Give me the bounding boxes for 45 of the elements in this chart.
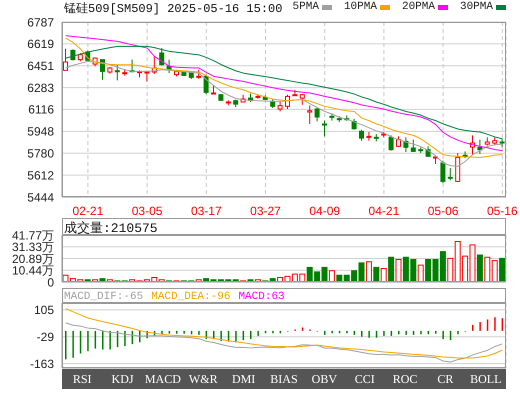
y-tick-label: -163: [30, 356, 54, 371]
text: ROC: [392, 371, 418, 388]
legend-label: 20PMA: [402, 1, 435, 13]
x-tick-label: 02-21: [72, 204, 104, 218]
text: MACD: [144, 371, 182, 388]
y-tick-label: -29: [36, 330, 54, 344]
y-tick-label: 5948: [27, 124, 54, 139]
legend-label: 30PMA: [460, 1, 493, 13]
y-tick-label: 10.44万: [12, 264, 54, 278]
y-tick-label: 6283: [27, 80, 54, 95]
text: BIAS: [269, 371, 299, 388]
legend-label: 10PMA: [344, 1, 377, 13]
text: MACD_DEA:-96: [151, 291, 230, 303]
text: MACD:63: [238, 291, 285, 303]
text: CR: [436, 371, 454, 388]
series-label: MACD_DIF:-65: [64, 291, 144, 303]
x-tick-label: 05-16: [486, 204, 518, 218]
y-tick-label: 6116: [28, 102, 54, 117]
y-tick-label: 5444: [27, 190, 54, 204]
text: KDJ: [110, 371, 135, 388]
y-tick-label: 31.33万: [12, 240, 54, 254]
y-tick-label: 5612: [27, 168, 54, 182]
y-tick-label: 6787: [27, 15, 54, 30]
text: OBV: [310, 371, 338, 388]
chart-title: 锰硅509[SM509] 2025-05-16 15:00: [64, 1, 282, 17]
x-tick-label: 04-09: [309, 204, 340, 218]
y-tick-label: 0: [47, 275, 54, 290]
text: CCI: [354, 371, 376, 388]
x-tick-label: 05-06: [428, 204, 459, 218]
x-tick-label: 03-27: [250, 204, 282, 218]
x-tick-label: 03-17: [190, 204, 222, 218]
text: RSI: [72, 371, 93, 388]
text: DMI: [230, 371, 256, 388]
legend-label: 5PMA: [292, 1, 319, 13]
y-tick-label: 41.77万: [12, 228, 54, 242]
text: BOLL: [469, 371, 502, 388]
y-tick-label: 6451: [27, 59, 54, 74]
x-tick-label: 03-05: [132, 204, 163, 218]
y-tick-label: 5780: [27, 146, 54, 160]
chart-title: 成交量:210575: [64, 220, 158, 237]
x-tick-label: 04-21: [368, 204, 400, 218]
y-tick-label: 20.89万: [12, 252, 54, 266]
text: W&R: [188, 371, 219, 388]
y-tick-label: 105: [34, 303, 54, 318]
y-tick-label: 6619: [27, 37, 54, 52]
